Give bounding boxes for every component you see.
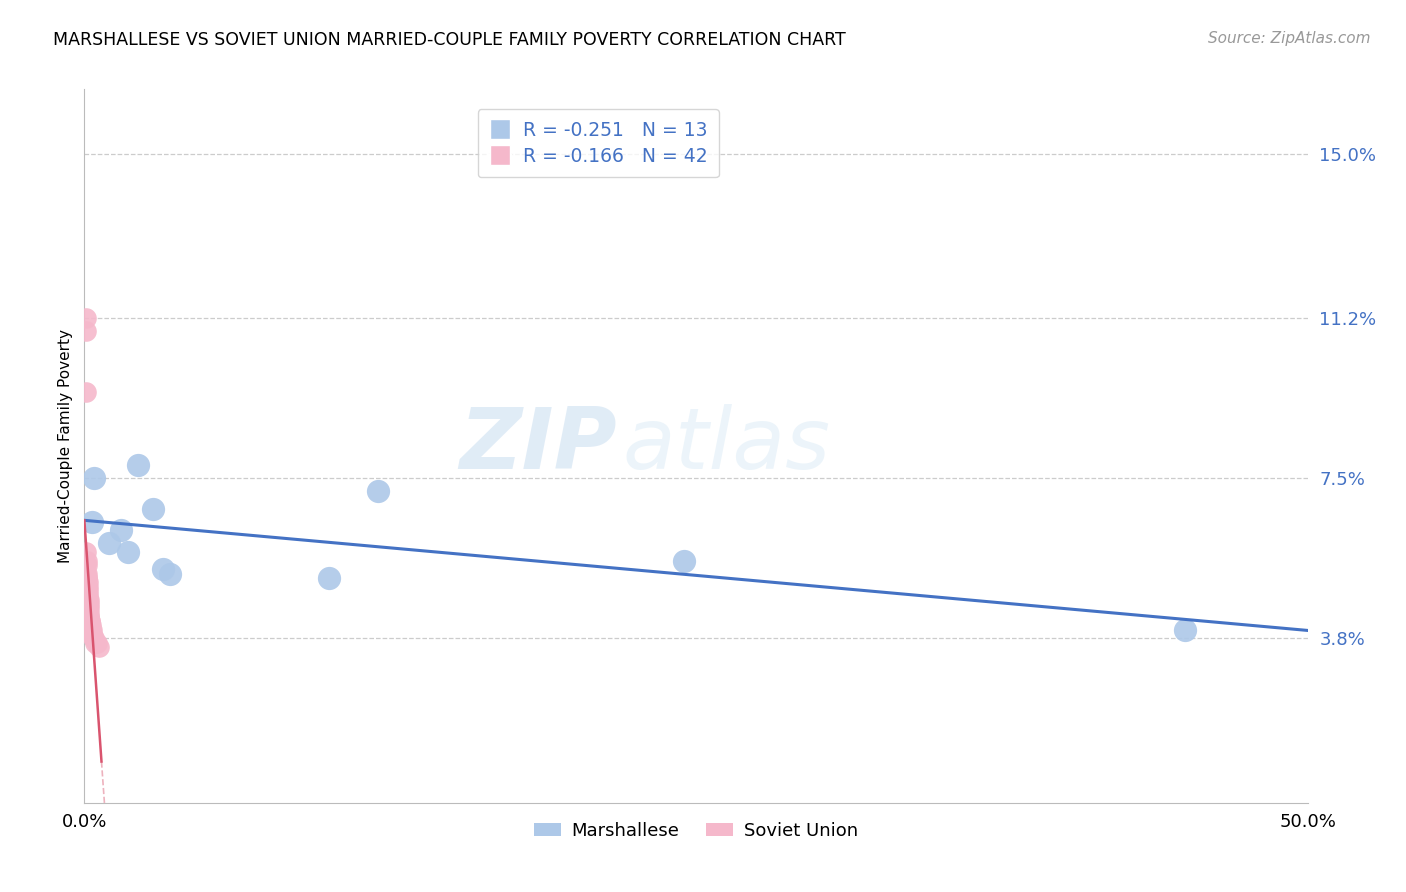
Point <box>79 614 101 628</box>
Point <box>79 614 101 628</box>
Point <box>75 325 97 339</box>
Point <box>80 623 103 637</box>
Point <box>127 458 149 473</box>
Text: atlas: atlas <box>623 404 831 488</box>
Point <box>142 501 165 516</box>
Legend: Marshallese, Soviet Union: Marshallese, Soviet Union <box>526 815 866 847</box>
Point <box>75 566 97 581</box>
Point <box>76 575 98 590</box>
Point <box>76 553 98 567</box>
Point <box>79 623 101 637</box>
Point <box>77 601 100 615</box>
Point <box>77 592 100 607</box>
Point <box>672 553 695 567</box>
Point <box>75 384 97 399</box>
Point <box>77 588 100 602</box>
Point <box>367 484 389 499</box>
Point <box>76 588 98 602</box>
Point <box>110 524 132 538</box>
Point <box>159 566 181 581</box>
Point <box>152 562 174 576</box>
Point <box>76 580 98 594</box>
Point <box>77 610 100 624</box>
Text: Source: ZipAtlas.com: Source: ZipAtlas.com <box>1208 31 1371 46</box>
Point <box>77 606 100 620</box>
Point <box>77 583 100 598</box>
Point <box>79 610 101 624</box>
Point <box>83 636 105 650</box>
Point <box>77 606 100 620</box>
Point <box>86 636 108 650</box>
Point <box>76 566 98 581</box>
Text: MARSHALLESE VS SOVIET UNION MARRIED-COUPLE FAMILY POVERTY CORRELATION CHART: MARSHALLESE VS SOVIET UNION MARRIED-COUP… <box>53 31 846 49</box>
Point <box>76 597 98 611</box>
Point <box>80 515 103 529</box>
Point <box>1174 623 1197 637</box>
Point <box>79 618 101 632</box>
Point <box>77 614 100 628</box>
Point <box>87 640 110 654</box>
Point <box>76 583 98 598</box>
Point <box>117 545 139 559</box>
Point <box>318 571 340 585</box>
Point <box>80 618 103 632</box>
Point <box>80 627 103 641</box>
Text: ZIP: ZIP <box>458 404 616 488</box>
Point <box>97 536 120 550</box>
Point <box>76 580 98 594</box>
Point <box>77 597 100 611</box>
Point <box>76 571 98 585</box>
Point <box>76 558 98 572</box>
Y-axis label: Married-Couple Family Poverty: Married-Couple Family Poverty <box>58 329 73 563</box>
Point <box>80 623 103 637</box>
Point <box>76 592 98 607</box>
Point <box>83 471 105 485</box>
Point <box>75 311 97 326</box>
Point <box>82 627 104 641</box>
Point <box>83 632 105 646</box>
Point <box>76 571 98 585</box>
Point <box>82 632 104 646</box>
Point <box>75 545 97 559</box>
Point <box>77 601 100 615</box>
